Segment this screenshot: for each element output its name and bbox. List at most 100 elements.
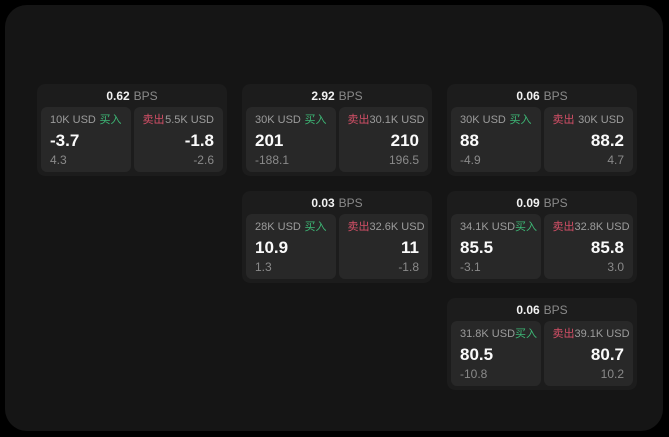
- buy-delta: -3.1: [460, 260, 481, 274]
- buy-panel[interactable]: 30K USD 买入 88 -4.9: [451, 107, 541, 172]
- sell-toprow: 卖出 5.5K USD: [143, 115, 215, 126]
- quotes-panel: 0.62 BPS 10K USD 买入 -3.7 4.3 卖出: [5, 5, 663, 431]
- sell-panel[interactable]: 卖出 30.1K USD 210 196.5: [338, 107, 428, 172]
- buy-delta: -4.9: [460, 153, 481, 167]
- bps-value: 0.09: [516, 195, 540, 210]
- bps-unit: BPS: [338, 88, 363, 103]
- sell-delta: 4.7: [607, 153, 624, 167]
- buy-panel[interactable]: 30K USD 买入 201 -188.1: [246, 107, 336, 172]
- sell-price: 11: [401, 237, 419, 257]
- buy-label: 买入: [99, 114, 122, 126]
- sell-price: 80.7: [590, 344, 624, 364]
- buy-price: 201: [255, 130, 284, 150]
- buy-amount: 28K USD: [255, 221, 301, 233]
- sell-label: 卖出: [552, 114, 575, 126]
- card-header: 2.92 BPS: [246, 84, 428, 107]
- sell-label: 卖出: [142, 114, 165, 126]
- bps-value: 0.03: [311, 195, 335, 210]
- sell-delta: 196.5: [388, 153, 419, 167]
- buy-price: 85.5: [460, 237, 494, 257]
- quote-card: 0.62 BPS 10K USD 买入 -3.7 4.3 卖出: [37, 84, 227, 176]
- buy-label: 买入: [304, 114, 327, 126]
- sell-label: 卖出: [552, 221, 575, 233]
- buy-price: 10.9: [255, 237, 289, 257]
- sell-panel[interactable]: 卖出 32.8K USD 85.8 3.0: [543, 214, 633, 279]
- sell-toprow: 卖出 32.6K USD: [347, 221, 425, 233]
- buy-panel[interactable]: 28K USD 买入 10.9 1.3: [246, 214, 336, 279]
- card-header: 0.06 BPS: [451, 84, 633, 107]
- buy-label: 买入: [515, 328, 538, 340]
- sell-price: 88.2: [590, 130, 624, 150]
- buy-toprow: 28K USD 买入: [255, 222, 327, 233]
- bps-unit: BPS: [543, 302, 568, 317]
- bps-unit: BPS: [543, 195, 568, 210]
- buy-price: 88: [460, 130, 479, 150]
- buy-amount: 10K USD: [50, 114, 96, 126]
- buy-delta: -188.1: [255, 153, 290, 167]
- sell-price: 210: [390, 130, 419, 150]
- sell-panel[interactable]: 卖出 5.5K USD -1.8 -2.6: [133, 107, 223, 172]
- sell-panel[interactable]: 卖出 32.6K USD 11 -1.8: [338, 214, 428, 279]
- buy-panel[interactable]: 31.8K USD 买入 80.5 -10.8: [451, 321, 541, 386]
- sell-amount: 39.1K USD: [574, 328, 630, 340]
- sell-amount: 30K USD: [578, 114, 624, 126]
- buy-delta: 4.3: [50, 153, 67, 167]
- buy-label: 买入: [304, 221, 327, 233]
- buy-amount: 30K USD: [255, 114, 301, 126]
- card-header: 0.06 BPS: [451, 298, 633, 321]
- bps-value: 2.92: [311, 88, 335, 103]
- buy-amount: 34.1K USD: [460, 221, 516, 233]
- card-header: 0.62 BPS: [41, 84, 223, 107]
- buy-toprow: 31.8K USD 买入: [460, 328, 537, 340]
- quote-card: 2.92 BPS 30K USD 买入 201 -188.1 卖出: [242, 84, 432, 176]
- buy-label: 买入: [515, 221, 538, 233]
- sell-toprow: 卖出 32.8K USD: [552, 221, 630, 233]
- sell-label: 卖出: [347, 221, 370, 233]
- buy-sell-panels: 31.8K USD 买入 80.5 -10.8 卖出 39.1K USD 80.…: [451, 321, 633, 386]
- bps-value: 0.06: [516, 88, 540, 103]
- bps-unit: BPS: [133, 88, 158, 103]
- bps-unit: BPS: [543, 88, 568, 103]
- buy-delta: 1.3: [255, 260, 272, 274]
- sell-toprow: 卖出 39.1K USD: [553, 329, 630, 340]
- sell-amount: 5.5K USD: [165, 114, 214, 126]
- sell-price: 85.8: [590, 237, 624, 257]
- quote-card: 0.09 BPS 34.1K USD 买入 85.5 -3.1 卖出: [447, 191, 637, 283]
- quotes-grid: 0.62 BPS 10K USD 买入 -3.7 4.3 卖出: [37, 84, 637, 390]
- buy-sell-panels: 28K USD 买入 10.9 1.3 卖出 32.6K USD 11 -1.8: [246, 214, 428, 279]
- sell-panel[interactable]: 卖出 30K USD 88.2 4.7: [543, 107, 633, 172]
- sell-amount: 32.8K USD: [574, 221, 630, 233]
- bps-value: 0.62: [106, 88, 130, 103]
- buy-delta: -10.8: [460, 367, 488, 381]
- buy-sell-panels: 30K USD 买入 201 -188.1 卖出 30.1K USD 210 1…: [246, 107, 428, 172]
- quote-card: 0.06 BPS 31.8K USD 买入 80.5 -10.8 卖: [447, 298, 637, 390]
- sell-price: -1.8: [184, 130, 214, 150]
- buy-price: 80.5: [460, 344, 494, 364]
- bps-unit: BPS: [338, 195, 363, 210]
- card-header: 0.09 BPS: [451, 191, 633, 214]
- buy-sell-panels: 34.1K USD 买入 85.5 -3.1 卖出 32.8K USD 85.8…: [451, 214, 633, 279]
- buy-amount: 31.8K USD: [460, 328, 516, 340]
- sell-delta: 3.0: [607, 260, 624, 274]
- quote-card: 0.03 BPS 28K USD 买入 10.9 1.3 卖出: [242, 191, 432, 283]
- buy-panel[interactable]: 10K USD 买入 -3.7 4.3: [41, 107, 131, 172]
- buy-sell-panels: 30K USD 买入 88 -4.9 卖出 30K USD 88.2 4.7: [451, 107, 633, 172]
- buy-toprow: 10K USD 买入: [50, 115, 122, 126]
- buy-toprow: 30K USD 买入: [460, 115, 532, 126]
- sell-delta: 10.2: [600, 367, 624, 381]
- sell-delta: -2.6: [193, 153, 214, 167]
- buy-panel[interactable]: 34.1K USD 买入 85.5 -3.1: [451, 214, 541, 279]
- sell-panel[interactable]: 卖出 39.1K USD 80.7 10.2: [543, 321, 633, 386]
- buy-amount: 30K USD: [460, 114, 506, 126]
- buy-sell-panels: 10K USD 买入 -3.7 4.3 卖出 5.5K USD -1.8 -2.…: [41, 107, 223, 172]
- sell-label: 卖出: [347, 114, 370, 126]
- sell-amount: 30.1K USD: [369, 114, 425, 126]
- sell-toprow: 卖出 30.1K USD: [347, 114, 425, 126]
- sell-delta: -1.8: [398, 260, 419, 274]
- card-header: 0.03 BPS: [246, 191, 428, 214]
- sell-toprow: 卖出 30K USD: [553, 115, 625, 126]
- buy-price: -3.7: [50, 130, 80, 150]
- bps-value: 0.06: [516, 302, 540, 317]
- sell-amount: 32.6K USD: [369, 221, 425, 233]
